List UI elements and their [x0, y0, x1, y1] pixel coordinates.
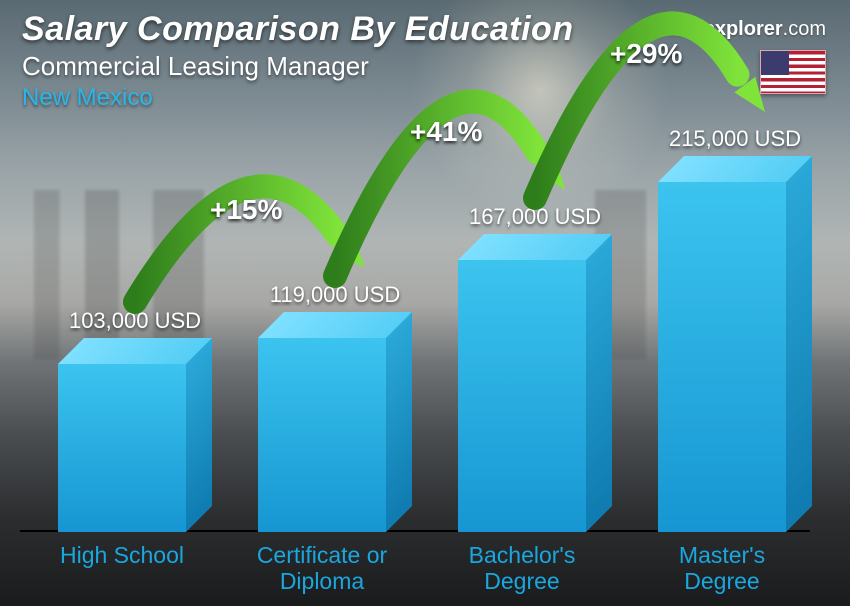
bar-side [386, 312, 412, 532]
category-label: Certificate orDiploma [222, 542, 422, 595]
category-label: High School [22, 542, 222, 568]
increase-percent: +41% [410, 116, 482, 148]
increase-percent: +15% [210, 194, 282, 226]
category-label: Bachelor'sDegree [422, 542, 622, 595]
bar [258, 312, 412, 532]
bar-front [258, 338, 386, 532]
increase-percent: +29% [610, 38, 682, 70]
bar [58, 338, 212, 532]
bar-front [58, 364, 186, 532]
bar-chart: 103,000 USDHigh School119,000 USDCertifi… [0, 0, 850, 606]
increase-arc [495, 0, 805, 238]
stage: Salary Comparison By Education Commercia… [0, 0, 850, 606]
category-label: Master'sDegree [622, 542, 822, 595]
bar-side [186, 338, 212, 532]
